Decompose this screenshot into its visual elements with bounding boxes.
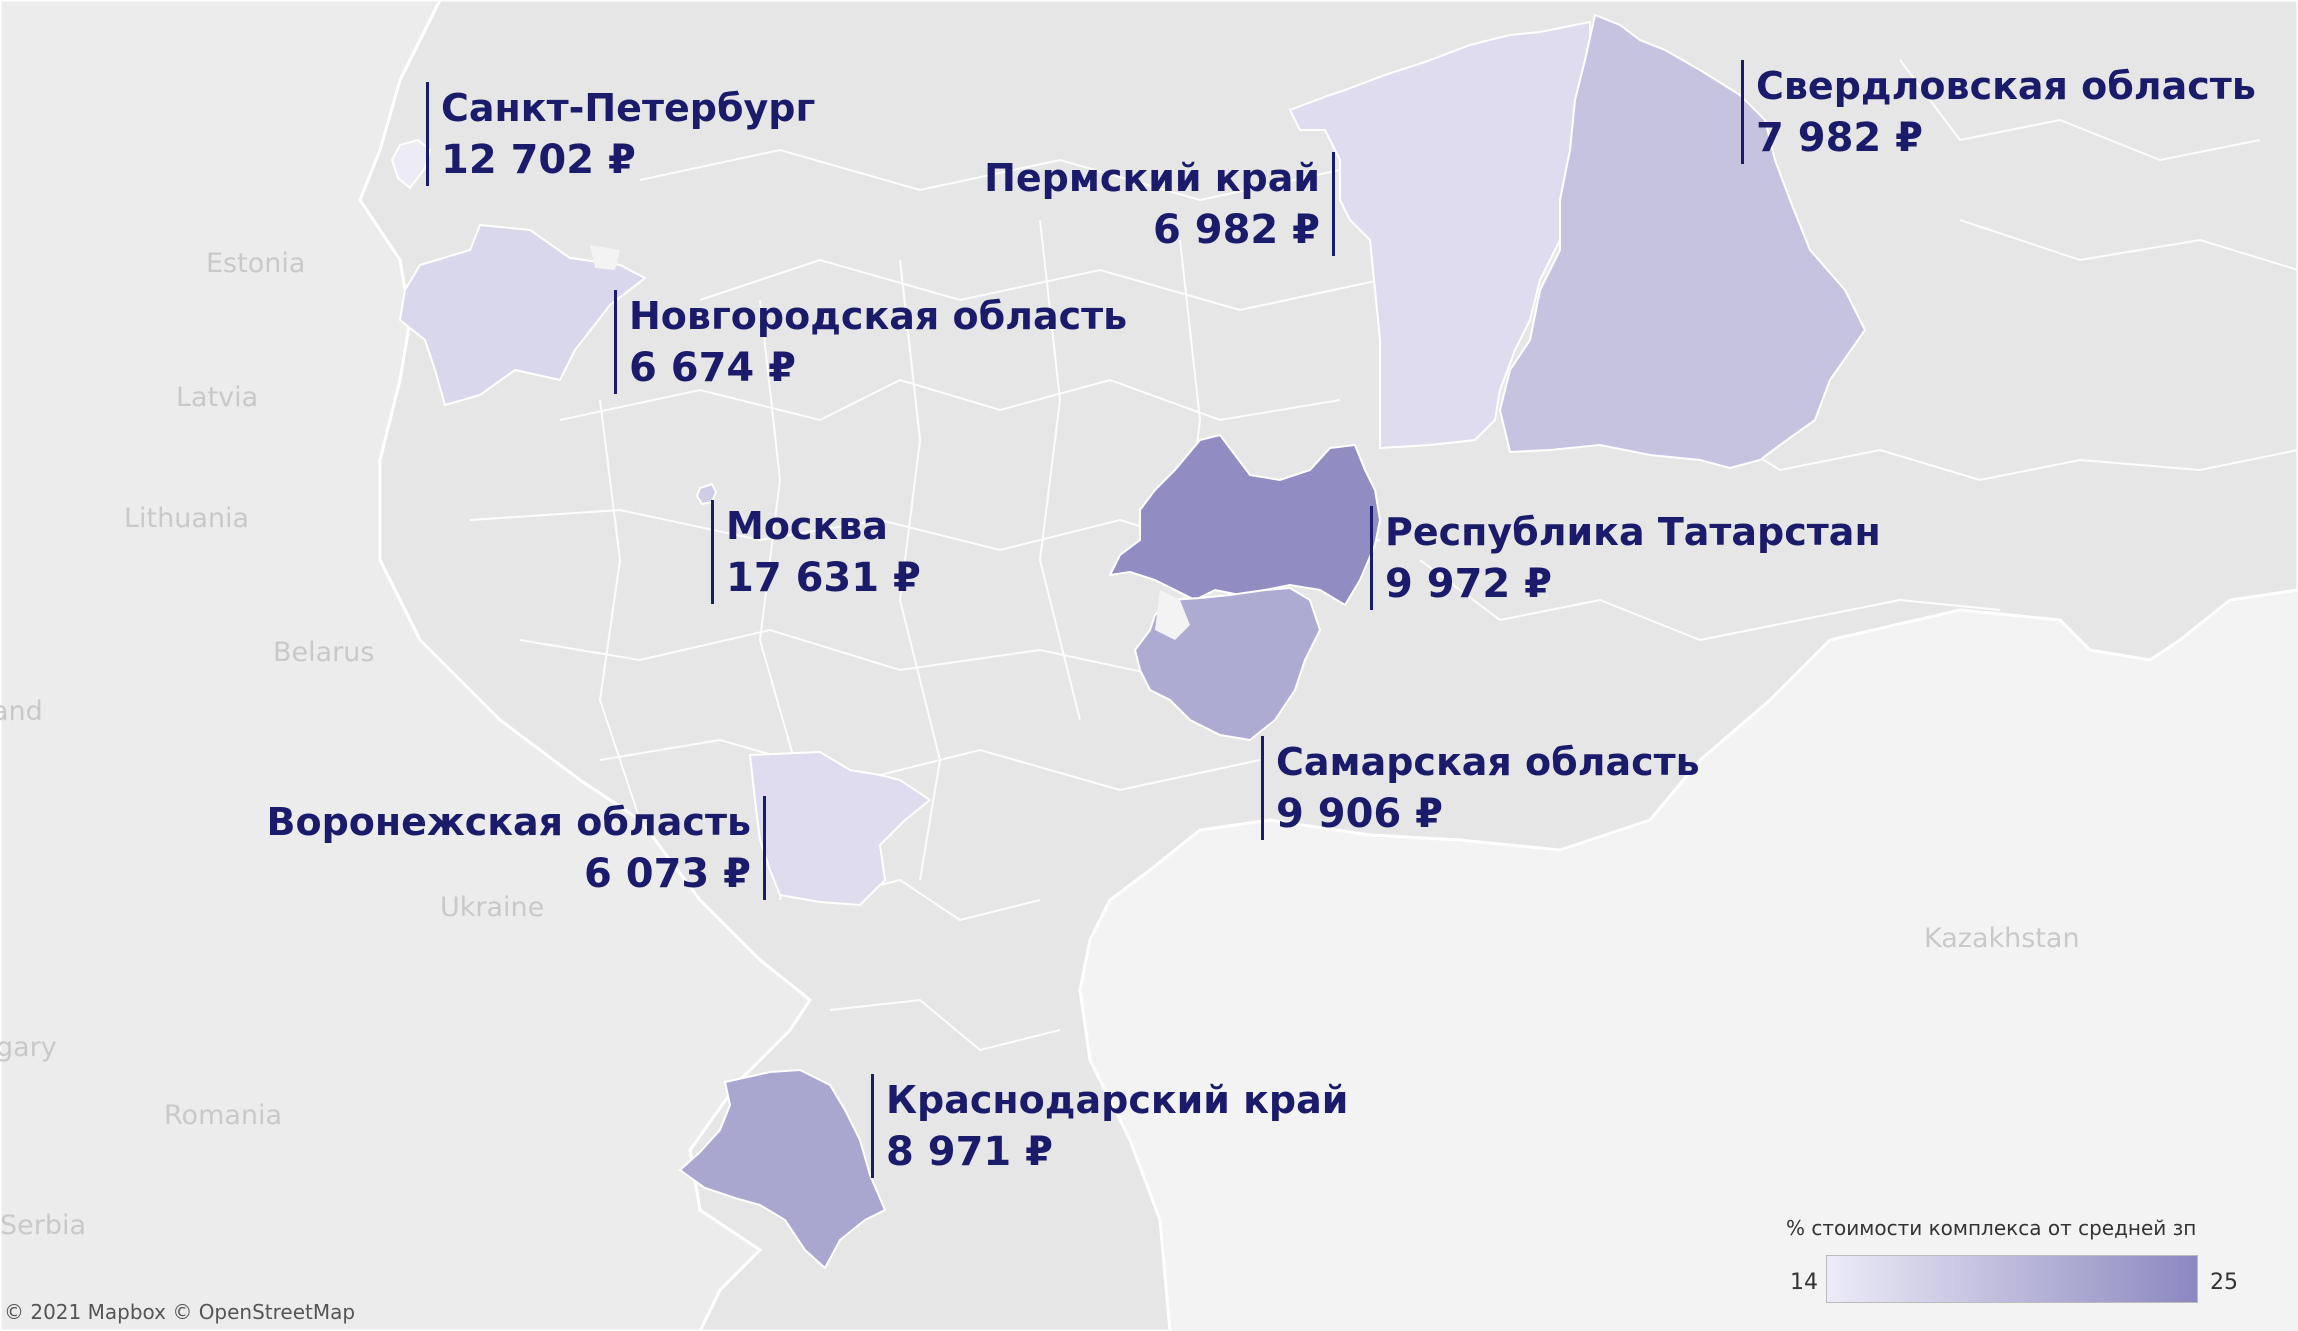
region-name: Новгородская область: [629, 294, 1128, 338]
map-attribution[interactable]: © 2021 Mapbox © OpenStreetMap: [4, 1300, 356, 1324]
label-krasnodar: Краснодарский край 8 971 ₽: [871, 1074, 1348, 1178]
label-perm: Пермский край 6 982 ₽: [984, 152, 1335, 256]
region-spb[interactable]: [390, 138, 432, 190]
region-value: 6 073 ₽: [583, 851, 751, 897]
region-name: Краснодарский край: [886, 1078, 1349, 1122]
region-value: 12 702 ₽: [441, 137, 636, 183]
country-label: Estonia: [206, 248, 306, 279]
region-novgorod[interactable]: [398, 223, 647, 407]
label-samara: Самарская область 9 906 ₽: [1261, 736, 1700, 840]
region-tatarstan[interactable]: [1108, 433, 1382, 607]
region-name: Москва: [726, 504, 888, 548]
legend-gradient-bar: [1826, 1255, 2198, 1303]
country-label: Kazakhstan: [1924, 923, 2080, 954]
country-label: Serbia: [0, 1210, 87, 1241]
country-label: Ukraine: [440, 892, 545, 923]
region-name: Республика Татарстан: [1385, 510, 1881, 554]
legend-max-label: 25: [2210, 1270, 2238, 1295]
country-label: Lithuania: [124, 503, 250, 534]
country-label: and: [0, 696, 43, 727]
country-label: Belarus: [273, 637, 375, 668]
country-label: Latvia: [176, 382, 259, 413]
region-name: Самарская область: [1276, 740, 1700, 784]
legend-min-label: 14: [1790, 1270, 1818, 1295]
region-name: Санкт-Петербург: [441, 86, 816, 130]
country-label: Romania: [164, 1100, 283, 1131]
label-sverdlovsk: Свердловская область 7 982 ₽: [1741, 60, 2256, 164]
country-label: gary: [0, 1032, 57, 1063]
label-moscow: Москва 17 631 ₽: [711, 500, 921, 604]
region-value: 9 906 ₽: [1276, 791, 1444, 837]
region-name: Воронежская область: [266, 800, 752, 844]
label-spb: Санкт-Петербург 12 702 ₽: [426, 82, 815, 186]
region-value: 6 674 ₽: [629, 345, 797, 391]
label-novgorod: Новгородская область 6 674 ₽: [614, 290, 1127, 394]
region-value: 8 971 ₽: [886, 1129, 1054, 1175]
label-tatarstan: Республика Татарстан 9 972 ₽: [1370, 506, 1881, 610]
region-krasnodar[interactable]: [678, 1068, 887, 1270]
region-value: 6 982 ₽: [1152, 207, 1320, 253]
region-sverdlovsk[interactable]: [1498, 13, 1867, 470]
region-value: 9 972 ₽: [1385, 561, 1553, 607]
region-value: 7 982 ₽: [1756, 115, 1924, 161]
region-value: 17 631 ₽: [726, 555, 921, 601]
region-name: Свердловская область: [1756, 64, 2256, 108]
legend-title: % стоимости комплекса от средней зп: [1786, 1216, 2197, 1240]
lakes: [590, 245, 1190, 640]
region-perm[interactable]: [1288, 20, 1591, 450]
region-name: Пермский край: [984, 156, 1320, 200]
neighbour-west: [0, 0, 813, 1331]
label-voronezh: Воронежская область 6 073 ₽: [266, 796, 766, 900]
